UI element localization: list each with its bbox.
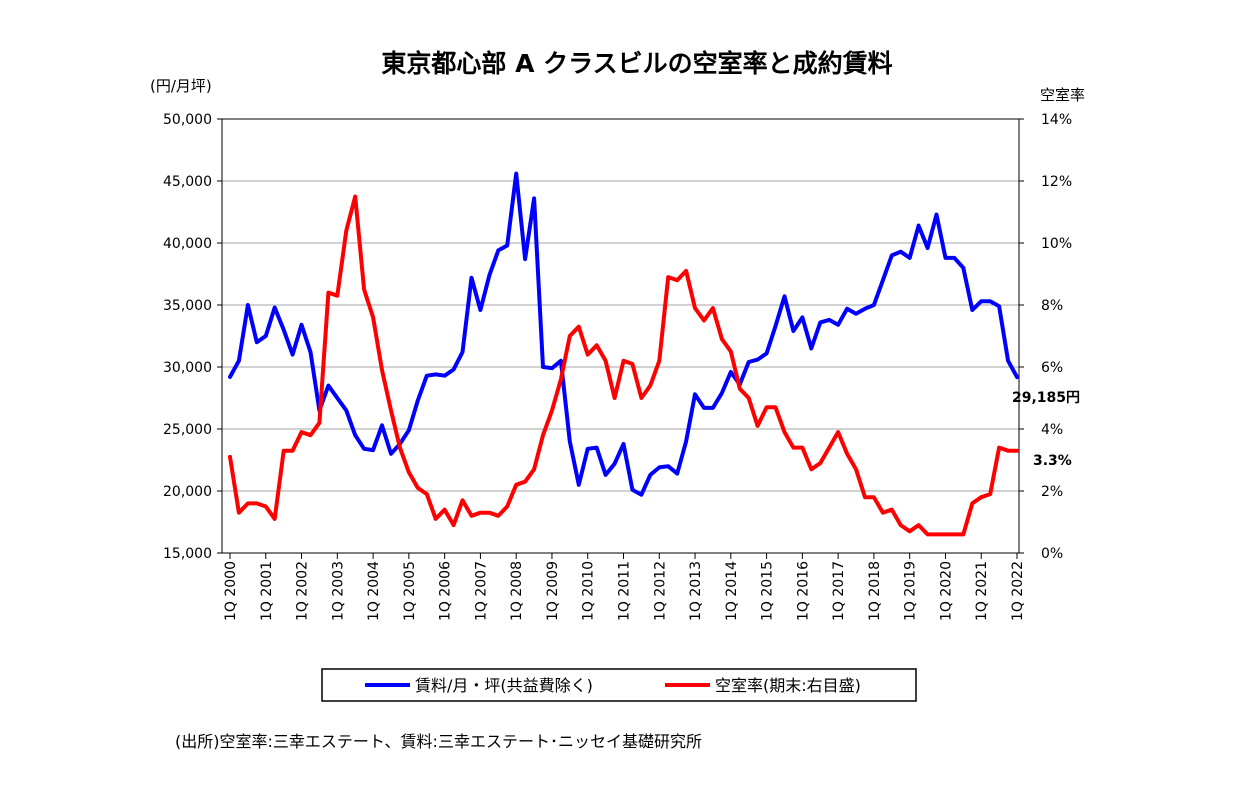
right-tick-label: 14%	[1041, 112, 1072, 128]
x-tick-label: 1Q 2015	[760, 561, 776, 621]
right-tick-label: 12%	[1041, 174, 1072, 190]
x-tick-label: 1Q 2017	[831, 561, 847, 621]
x-tick-label: 1Q 2008	[509, 561, 525, 621]
right-tick-label: 6%	[1041, 360, 1063, 376]
x-tick-label: 1Q 2022	[1010, 561, 1026, 621]
x-tick-label: 1Q 2012	[652, 561, 668, 621]
plot-frame	[221, 118, 1020, 554]
x-axis-ticks: 1Q 2000 1Q 2001 1Q 2002 1Q 2003 1Q 2004 1Q 20…	[223, 553, 1026, 621]
gridlines	[222, 180, 1019, 492]
x-tick-label: 1Q 2009	[545, 561, 561, 621]
left-tick-label: 25,000	[163, 422, 212, 438]
right-axis-ticks: 0% 2% 4% 6% 8% 10% 12% 14%	[1019, 112, 1072, 562]
right-tick-label: 10%	[1041, 236, 1072, 252]
left-tick-label: 50,000	[163, 112, 212, 128]
x-tick-label: 1Q 2020	[938, 561, 954, 621]
right-tick-label: 4%	[1041, 422, 1063, 438]
legend: 賃料/月・坪(共益費除く) 空室率(期末:右目盛)	[321, 668, 917, 702]
rent-end-label: 29,185円	[1012, 390, 1080, 406]
vacancy-end-label: 3.3%	[1033, 453, 1072, 469]
vacancy-series-line	[228, 194, 1019, 537]
legend-label-rent: 賃料/月・坪(共益費除く)	[415, 676, 593, 695]
x-tick-label: 1Q 2001	[259, 561, 275, 621]
left-tick-label: 20,000	[163, 484, 212, 500]
series-lines	[228, 171, 1019, 537]
x-tick-label: 1Q 2006	[438, 561, 454, 621]
right-tick-label: 2%	[1041, 484, 1063, 500]
x-tick-label: 1Q 2000	[223, 561, 239, 621]
x-tick-label: 1Q 2003	[330, 561, 346, 621]
x-tick-label: 1Q 2018	[867, 561, 883, 621]
x-tick-label: 1Q 2016	[795, 561, 811, 621]
legend-label-vacancy: 空室率(期末:右目盛)	[715, 676, 861, 695]
left-axis-unit: (円/月坪)	[150, 77, 212, 95]
rent-series-line	[228, 171, 1019, 497]
x-tick-label: 1Q 2007	[473, 561, 489, 621]
x-tick-label: 1Q 2010	[581, 561, 597, 621]
right-tick-label: 8%	[1041, 298, 1063, 314]
left-axis-ticks: 15,000 20,000 25,000 30,000 35,000 40,000 45,0…	[163, 112, 222, 562]
legend-box	[321, 668, 917, 702]
left-tick-label: 40,000	[163, 236, 212, 252]
left-tick-label: 15,000	[163, 546, 212, 562]
x-tick-label: 1Q 2002	[295, 561, 311, 621]
source-note: (出所)空室率:三幸エステート、賃料:三幸エステート･ニッセイ基礎研究所	[175, 732, 702, 751]
left-tick-label: 35,000	[163, 298, 212, 314]
x-tick-label: 1Q 2011	[617, 561, 633, 621]
x-tick-label: 1Q 2014	[724, 561, 740, 621]
x-tick-label: 1Q 2021	[974, 561, 990, 621]
chart-title: 東京都心部 A クラスビルの空室率と成約賃料	[381, 49, 892, 78]
x-tick-label: 1Q 2005	[402, 561, 418, 621]
x-tick-label: 1Q 2019	[903, 561, 919, 621]
left-tick-label: 45,000	[163, 174, 212, 190]
right-axis-unit: 空室率	[1040, 86, 1085, 104]
x-tick-label: 1Q 2004	[366, 561, 382, 621]
right-tick-label: 0%	[1041, 546, 1063, 562]
left-tick-label: 30,000	[163, 360, 212, 376]
x-tick-label: 1Q 2013	[688, 561, 704, 621]
